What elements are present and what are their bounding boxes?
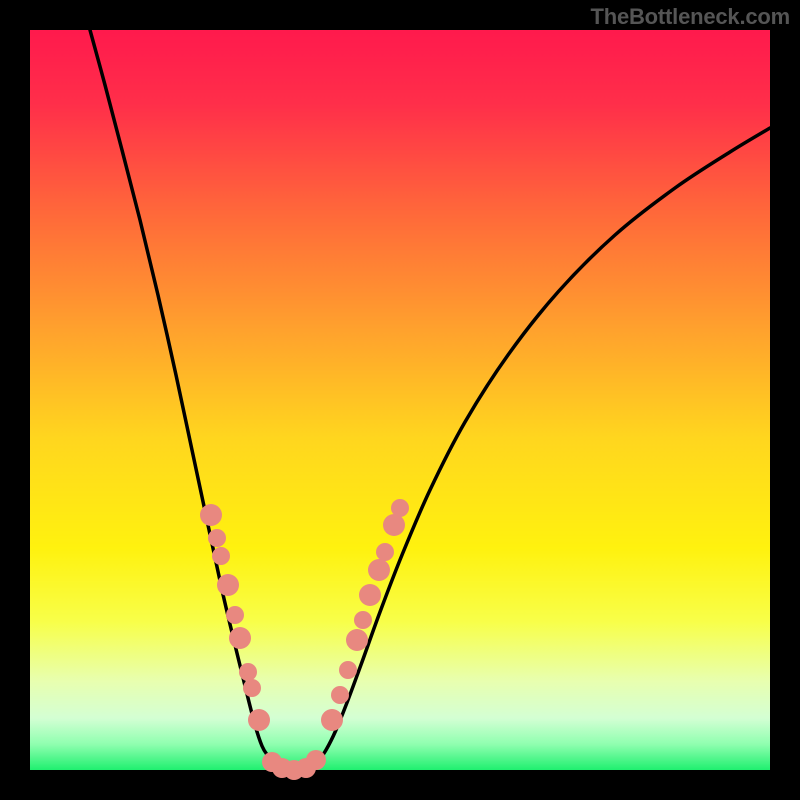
marker-group-left bbox=[200, 504, 270, 731]
marker-dot bbox=[306, 750, 326, 770]
marker-dot bbox=[376, 543, 394, 561]
marker-dot bbox=[321, 709, 343, 731]
marker-dot bbox=[383, 514, 405, 536]
chart-frame: TheBottleneck.com bbox=[0, 0, 800, 800]
marker-dot bbox=[391, 499, 409, 517]
marker-dot bbox=[243, 679, 261, 697]
marker-dot bbox=[331, 686, 349, 704]
curve-left bbox=[90, 30, 288, 770]
marker-dot bbox=[248, 709, 270, 731]
marker-dot bbox=[346, 629, 368, 651]
marker-dot bbox=[339, 661, 357, 679]
marker-dot bbox=[208, 529, 226, 547]
marker-dot bbox=[212, 547, 230, 565]
marker-dot bbox=[229, 627, 251, 649]
marker-dot bbox=[226, 606, 244, 624]
marker-dot bbox=[239, 663, 257, 681]
marker-dot bbox=[359, 584, 381, 606]
marker-dot bbox=[354, 611, 372, 629]
marker-dot bbox=[200, 504, 222, 526]
marker-group-right bbox=[321, 499, 409, 731]
curve-right bbox=[302, 128, 770, 770]
marker-group-valley bbox=[262, 750, 326, 780]
marker-dot bbox=[217, 574, 239, 596]
curves-svg bbox=[30, 30, 770, 770]
marker-dot bbox=[368, 559, 390, 581]
plot-area bbox=[30, 30, 770, 770]
watermark-text: TheBottleneck.com bbox=[590, 4, 790, 30]
